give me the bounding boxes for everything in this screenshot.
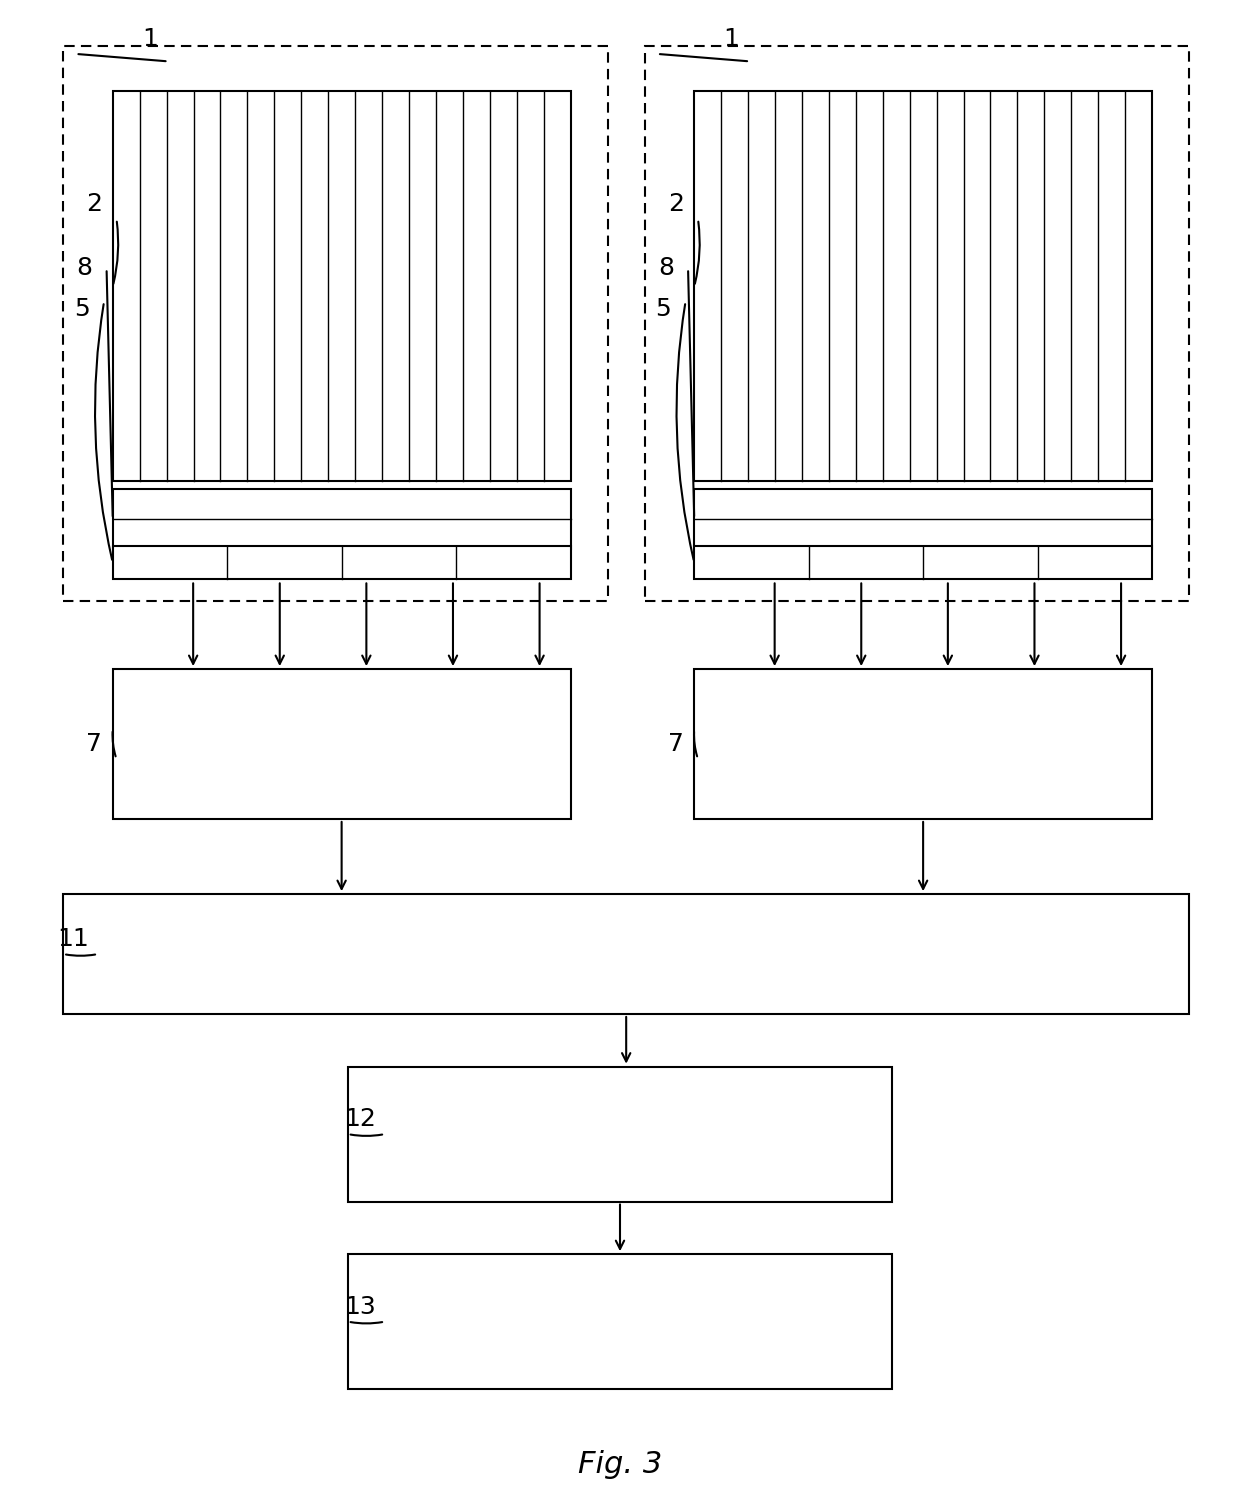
FancyBboxPatch shape [694,488,1152,549]
FancyBboxPatch shape [113,92,570,481]
FancyBboxPatch shape [113,669,570,819]
FancyBboxPatch shape [63,894,1189,1015]
Text: 1: 1 [141,27,157,51]
FancyBboxPatch shape [113,546,570,579]
FancyBboxPatch shape [347,1254,893,1389]
Text: 12: 12 [345,1108,376,1132]
Text: 5: 5 [74,298,89,322]
Text: Fig. 3: Fig. 3 [578,1449,662,1479]
FancyBboxPatch shape [113,488,570,549]
FancyBboxPatch shape [694,669,1152,819]
FancyBboxPatch shape [694,546,1152,579]
Text: 11: 11 [57,927,89,951]
Text: 13: 13 [345,1294,376,1318]
Text: 7: 7 [667,732,683,756]
FancyBboxPatch shape [347,1067,893,1201]
FancyBboxPatch shape [694,92,1152,481]
Text: 8: 8 [77,257,92,281]
Text: 7: 7 [87,732,102,756]
Text: 2: 2 [87,192,102,216]
Text: 1: 1 [723,27,739,51]
Text: 5: 5 [656,298,671,322]
Text: 8: 8 [657,257,673,281]
Text: 2: 2 [667,192,683,216]
